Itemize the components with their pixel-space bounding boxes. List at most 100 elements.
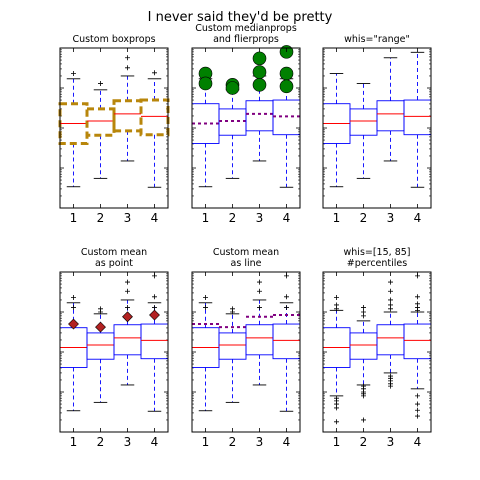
flier [257,288,262,294]
flier [415,407,420,413]
subplot-title-line: #percentiles [347,258,407,269]
x-tick-label: 1 [70,211,78,225]
box-body [376,100,405,132]
box-1 [59,295,88,412]
flier [388,288,393,294]
box-1 [191,295,220,412]
subplot-title-line: whis=[15, 85] [344,247,411,258]
x-tick-label: 2 [97,435,105,449]
x-tick-label: 3 [256,211,264,225]
flier [388,297,393,303]
mean-marker [122,311,133,323]
x-tick-label: 2 [229,211,237,225]
subplot-3: whis="range" 1 2 3 4 [322,34,432,225]
box-body [349,108,378,136]
subplot-6: whis=[15, 85]#percentiles 1 2 3 4 [322,247,432,449]
box-body [112,99,143,133]
flier [125,279,130,285]
box-4 [403,51,432,188]
box-body [272,323,301,360]
box-2 [349,82,378,179]
axes-frame [322,47,432,209]
flier [361,417,366,423]
flier [334,405,339,411]
x-tick-label: 1 [70,435,78,449]
x-tick-label: 3 [387,435,395,449]
axes-frame [191,47,301,209]
subplot-title-line: Custom mean [81,247,147,258]
box-4 [140,273,169,412]
flier [125,55,130,61]
box-2 [349,304,378,423]
flier [71,71,76,77]
flier [415,413,420,419]
flier [203,295,208,301]
x-tick-label: 4 [151,211,159,225]
x-tick-label: 4 [414,211,422,225]
flier [203,304,208,310]
x-tick-label: 2 [360,211,368,225]
flier [415,294,420,300]
box-4 [272,45,301,188]
mean-marker [68,318,79,330]
flier [415,401,420,407]
x-tick-label: 3 [124,211,132,225]
box-body [245,100,274,132]
flier [252,65,267,79]
subplot-1: Custom boxprops 1 2 3 4 [58,34,170,225]
box-1 [322,295,351,425]
flier [279,79,294,94]
box-3 [112,55,143,162]
subplot-title-line: and flierprops [213,34,279,45]
box-body [86,332,115,360]
x-tick-label: 1 [333,211,341,225]
subplot-title-line: whis="range" [344,34,410,45]
box-body [85,107,116,137]
box-2 [218,306,247,403]
axes-frame [191,271,301,433]
x-tick-label: 3 [387,211,395,225]
box-4 [403,273,432,419]
flier [388,383,393,389]
box-3 [376,57,405,162]
flier [71,304,76,310]
flier [388,306,393,312]
subplot-title-line: as point [95,258,133,269]
flier [225,81,240,95]
flier [125,304,130,310]
subplot-title-line: as line [231,258,262,269]
box-body [403,99,432,136]
flier [279,66,294,81]
flier [361,313,366,319]
flier [252,51,267,66]
box-3 [245,279,274,386]
box-1 [191,66,220,188]
flier [125,288,130,294]
box-body [218,332,247,360]
flier [257,304,262,310]
flier [152,70,157,76]
box-body [113,324,142,356]
flier [98,80,103,86]
x-tick-label: 1 [333,435,341,449]
flier [98,309,103,315]
flier [152,294,157,300]
box-body [245,324,274,356]
figure-title: I never said they'd be pretty [148,10,333,25]
flier [125,65,130,71]
box-4 [139,70,170,188]
flier [257,279,262,285]
flier [388,279,393,285]
box-2 [218,78,247,179]
flier [71,295,76,301]
subplot-title-line: Custom mean [213,247,279,258]
box-3 [376,279,405,389]
box-body [376,324,405,356]
flier [284,304,289,310]
box-1 [322,73,351,188]
axes-frame [59,47,169,209]
x-tick-label: 2 [97,211,105,225]
